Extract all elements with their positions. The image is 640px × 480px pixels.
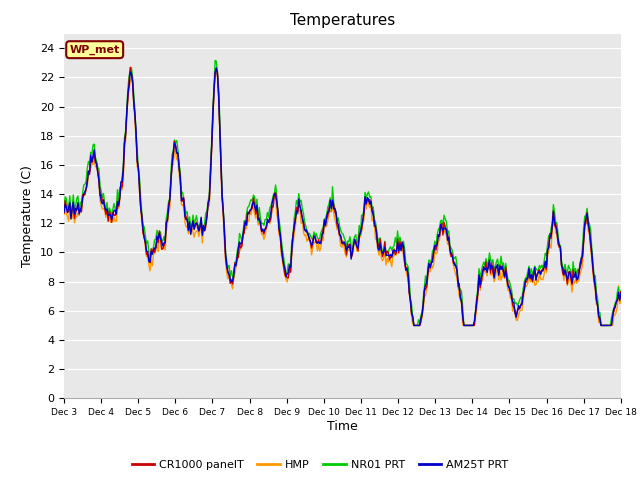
AM25T PRT bbox=[472, 309, 479, 314]
Line: NR01 PRT: NR01 PRT bbox=[64, 60, 621, 325]
CR1000 panelT bbox=[373, 234, 381, 240]
HMP bbox=[472, 314, 479, 320]
HMP bbox=[568, 289, 576, 295]
AM25T PRT bbox=[568, 280, 576, 286]
NR01 PRT bbox=[60, 204, 68, 210]
HMP bbox=[212, 70, 220, 76]
HMP bbox=[296, 207, 304, 213]
NR01 PRT bbox=[399, 239, 407, 244]
CR1000 panelT bbox=[60, 210, 68, 216]
NR01 PRT bbox=[296, 199, 304, 205]
NR01 PRT bbox=[373, 228, 381, 233]
NR01 PRT bbox=[568, 275, 576, 281]
CR1000 panelT bbox=[127, 64, 134, 70]
CR1000 panelT bbox=[617, 289, 625, 295]
AM25T PRT bbox=[212, 65, 220, 71]
HMP bbox=[234, 253, 242, 259]
CR1000 panelT bbox=[234, 254, 242, 260]
AM25T PRT bbox=[373, 231, 381, 237]
NR01 PRT bbox=[211, 58, 219, 63]
NR01 PRT bbox=[472, 309, 479, 314]
Line: HMP: HMP bbox=[64, 73, 621, 325]
CR1000 panelT bbox=[296, 204, 304, 209]
Title: Temperatures: Temperatures bbox=[290, 13, 395, 28]
HMP bbox=[399, 252, 407, 258]
NR01 PRT bbox=[234, 244, 242, 250]
Legend: CR1000 panelT, HMP, NR01 PRT, AM25T PRT: CR1000 panelT, HMP, NR01 PRT, AM25T PRT bbox=[127, 456, 513, 474]
NR01 PRT bbox=[617, 288, 625, 294]
Line: AM25T PRT: AM25T PRT bbox=[64, 68, 621, 325]
AM25T PRT bbox=[296, 204, 304, 209]
X-axis label: Time: Time bbox=[327, 420, 358, 433]
AM25T PRT bbox=[617, 290, 625, 296]
CR1000 panelT bbox=[568, 282, 576, 288]
Line: CR1000 panelT: CR1000 panelT bbox=[64, 67, 621, 325]
NR01 PRT bbox=[410, 323, 418, 328]
Y-axis label: Temperature (C): Temperature (C) bbox=[22, 165, 35, 267]
Text: WP_met: WP_met bbox=[70, 45, 120, 55]
HMP bbox=[617, 298, 625, 304]
AM25T PRT bbox=[410, 323, 418, 328]
HMP bbox=[410, 323, 418, 328]
CR1000 panelT bbox=[399, 248, 407, 254]
HMP bbox=[60, 212, 68, 217]
AM25T PRT bbox=[60, 209, 68, 215]
CR1000 panelT bbox=[410, 323, 418, 328]
HMP bbox=[373, 238, 381, 243]
AM25T PRT bbox=[234, 245, 242, 251]
AM25T PRT bbox=[399, 243, 407, 249]
CR1000 panelT bbox=[472, 311, 479, 317]
